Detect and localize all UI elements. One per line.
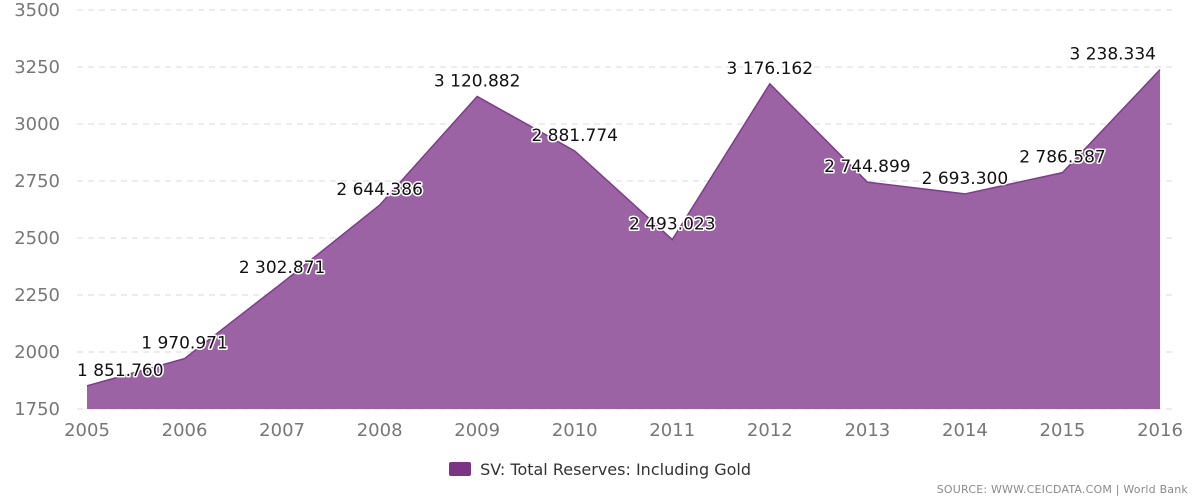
x-tick-label: 2005: [64, 420, 110, 441]
y-tick-label: 3500: [14, 0, 60, 21]
y-tick-label: 2500: [14, 228, 60, 249]
data-label: 2 693.300: [922, 169, 1009, 189]
series-area-group: [86, 69, 1161, 409]
legend[interactable]: SV: Total Reserves: Including Gold: [0, 460, 1200, 479]
x-tick-label: 2008: [357, 420, 403, 441]
data-label: 2 881.774: [531, 126, 618, 146]
data-label: 3 176.162: [727, 59, 814, 79]
y-tick-label: 2000: [14, 342, 60, 363]
data-label: 2 644.386: [336, 180, 423, 200]
data-label: 2 744.899: [824, 157, 911, 177]
x-tick-label: 2010: [552, 420, 598, 441]
y-tick-label: 3250: [14, 57, 60, 78]
legend-swatch-icon: [449, 462, 472, 476]
y-axis-ticks: 1750 2000 2250 2500 2750 3000 3250 3500: [14, 0, 60, 420]
data-label: 2 786.587: [1019, 148, 1106, 168]
x-axis-ticks: 2005 2006 2007 2008 2009 2010 2011 2012 2013 2014…: [64, 420, 1183, 441]
x-tick-label: 2012: [747, 420, 793, 441]
data-label: 2 493.023: [629, 215, 716, 235]
data-label: 2 302.871: [239, 258, 326, 278]
x-tick-label: 2016: [1137, 420, 1183, 441]
source-credit: SOURCE: WWW.CEICDATA.COM | World Bank: [936, 483, 1188, 496]
data-label: 3 120.882: [434, 71, 521, 91]
x-tick-label: 2007: [259, 420, 305, 441]
y-tick-label: 2250: [14, 285, 60, 306]
x-tick-label: 2015: [1040, 420, 1086, 441]
x-tick-label: 2014: [942, 420, 988, 441]
series-line: [86, 69, 1161, 387]
data-label: 1 851.760: [77, 361, 164, 381]
legend-label: SV: Total Reserves: Including Gold: [480, 460, 751, 479]
x-tick-label: 2006: [162, 420, 208, 441]
data-label: 3 238.334: [1069, 45, 1156, 65]
y-tick-label: 1750: [14, 399, 60, 420]
series-area[interactable]: [87, 69, 1160, 409]
y-tick-label: 2750: [14, 171, 60, 192]
x-tick-label: 2013: [844, 420, 890, 441]
x-tick-label: 2009: [454, 420, 500, 441]
data-labels: 1 851.760 1 970.971 2 302.871 2 644.386 3 12…: [76, 43, 1158, 382]
x-tick-label: 2011: [649, 420, 695, 441]
y-tick-label: 3000: [14, 114, 60, 135]
data-label: 1 970.971: [141, 334, 228, 354]
